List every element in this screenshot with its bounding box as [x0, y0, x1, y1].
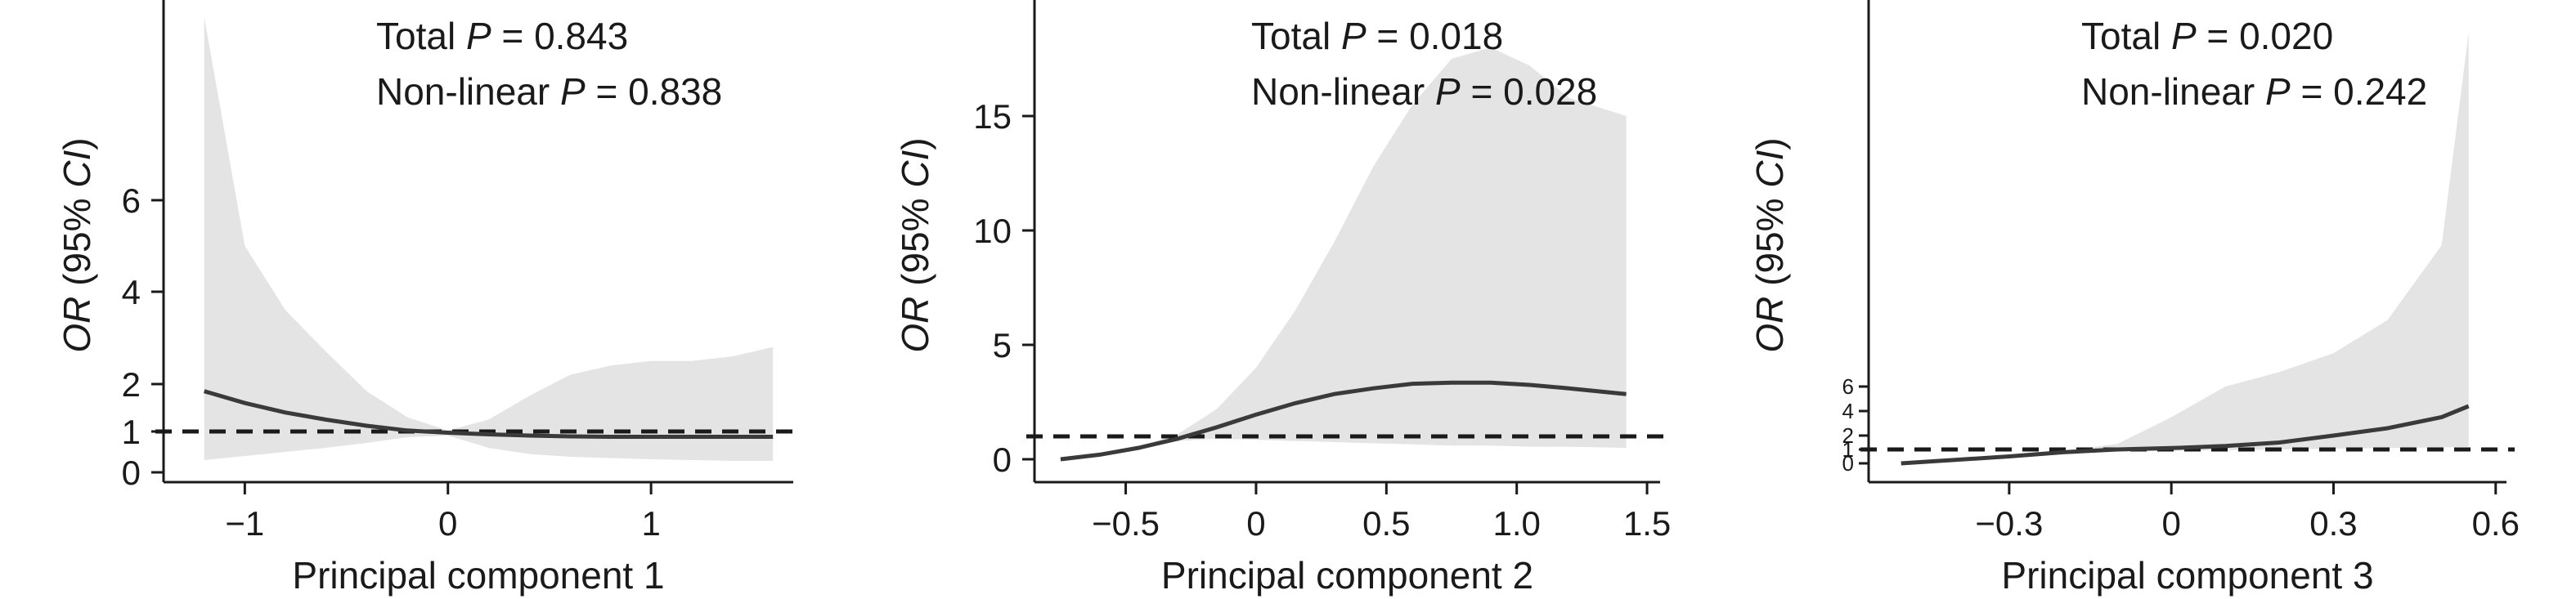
p-symbol: P	[560, 70, 586, 113]
nonlinear-p-annotation: Non-linear P = 0.028	[1251, 70, 1597, 113]
y-axis-title-part: )	[894, 137, 936, 150]
x-tick-label: 0	[1246, 504, 1265, 543]
y-axis-title-part: )	[56, 137, 98, 150]
y-axis-title: OR (95% CI)	[894, 137, 936, 352]
p-symbol: P	[466, 15, 491, 57]
x-tick-label: 0.6	[2472, 504, 2520, 543]
total-label: Total	[376, 15, 466, 57]
p-symbol: P	[2171, 15, 2197, 57]
total-p-annotation: Total P = 0.018	[1251, 15, 1503, 57]
y-axis-title: OR (95% CI)	[56, 137, 98, 352]
y-tick-label: 10	[973, 212, 1012, 250]
y-tick-label: 0	[1842, 451, 1854, 476]
nonlinear-label: Non-linear	[376, 70, 560, 113]
y-tick-label: 1	[122, 413, 141, 451]
x-axis-title: Principal component 3	[2001, 554, 2373, 597]
y-tick-label: 2	[122, 365, 141, 404]
y-tick-label: 15	[973, 97, 1012, 136]
y-axis-title-part: CI	[56, 150, 98, 187]
y-tick-label: 5	[993, 326, 1012, 364]
y-axis-title-part: )	[1748, 137, 1791, 150]
nonlinear-p-annotation: Non-linear P = 0.838	[376, 70, 722, 113]
y-tick-label: 1	[1842, 437, 1854, 462]
total-p-annotation: Total P = 0.843	[376, 15, 628, 57]
nonlinear-p-value: = 0.242	[2291, 70, 2428, 113]
y-tick-label: 6	[122, 181, 141, 220]
x-tick-label: 1.5	[1623, 504, 1671, 543]
y-axis-title-part: CI	[1748, 150, 1791, 187]
x-tick-label: −0.5	[1092, 504, 1160, 543]
or-estimate-line	[1901, 404, 2470, 466]
y-axis-title-part: OR	[894, 297, 936, 353]
x-tick-label: 1	[641, 504, 660, 543]
x-tick-label: −0.3	[1975, 504, 2043, 543]
x-tick-label: 1.0	[1492, 504, 1540, 543]
y-axis-title-part: (95%	[894, 188, 936, 297]
or-estimate-line	[1060, 380, 1627, 462]
y-axis-title-part: CI	[894, 150, 936, 187]
total-label: Total	[1251, 15, 1341, 57]
y-axis-title-part: OR	[1748, 297, 1791, 353]
y-tick-label: 6	[1842, 374, 1854, 399]
nonlinear-label: Non-linear	[2081, 70, 2265, 113]
x-axis-title: Principal component 1	[292, 554, 664, 597]
total-p-value: = 0.020	[2197, 15, 2334, 57]
x-tick-label: 0.3	[2309, 504, 2357, 543]
y-tick-label: 0	[122, 454, 141, 492]
y-axis-title-part: (95%	[1748, 188, 1791, 297]
y-axis-title-part: OR	[56, 297, 98, 353]
y-tick-label: 4	[1842, 399, 1854, 423]
total-p-value: = 0.843	[491, 15, 629, 57]
or-estimate-line	[203, 389, 774, 439]
total-p-value: = 0.018	[1367, 15, 1504, 57]
p-symbol: P	[1435, 70, 1461, 113]
y-axis-title-part: (95%	[56, 188, 98, 297]
y-tick-label: 2	[1842, 423, 1854, 448]
confidence-band	[1901, 33, 2469, 463]
total-label: Total	[2081, 15, 2171, 57]
nonlinear-p-value: = 0.028	[1461, 70, 1598, 113]
panel-principal-component-2: −0.5 0 0.5 1.0 1.5 0 5 10 15 Principal component …	[894, 0, 1671, 597]
x-axis-title: Principal component 2	[1161, 554, 1533, 597]
p-symbol: P	[2265, 70, 2291, 113]
total-p-annotation: Total P = 0.020	[2081, 15, 2333, 57]
x-tick-label: −1	[225, 504, 264, 543]
x-tick-label: 0	[2161, 504, 2180, 543]
x-tick-label: 0.5	[1362, 504, 1410, 543]
y-axis-title: OR (95% CI)	[1748, 137, 1791, 352]
nonlinear-label: Non-linear	[1251, 70, 1435, 113]
y-tick-label: 0	[993, 440, 1012, 479]
nonlinear-p-value: = 0.838	[586, 70, 723, 113]
confidence-band	[204, 17, 774, 461]
y-tick-label: 4	[122, 273, 141, 311]
confidence-band	[1060, 47, 1627, 459]
x-tick-label: 0	[438, 504, 457, 543]
p-symbol: P	[1341, 15, 1367, 57]
nonlinear-p-annotation: Non-linear P = 0.242	[2081, 70, 2427, 113]
